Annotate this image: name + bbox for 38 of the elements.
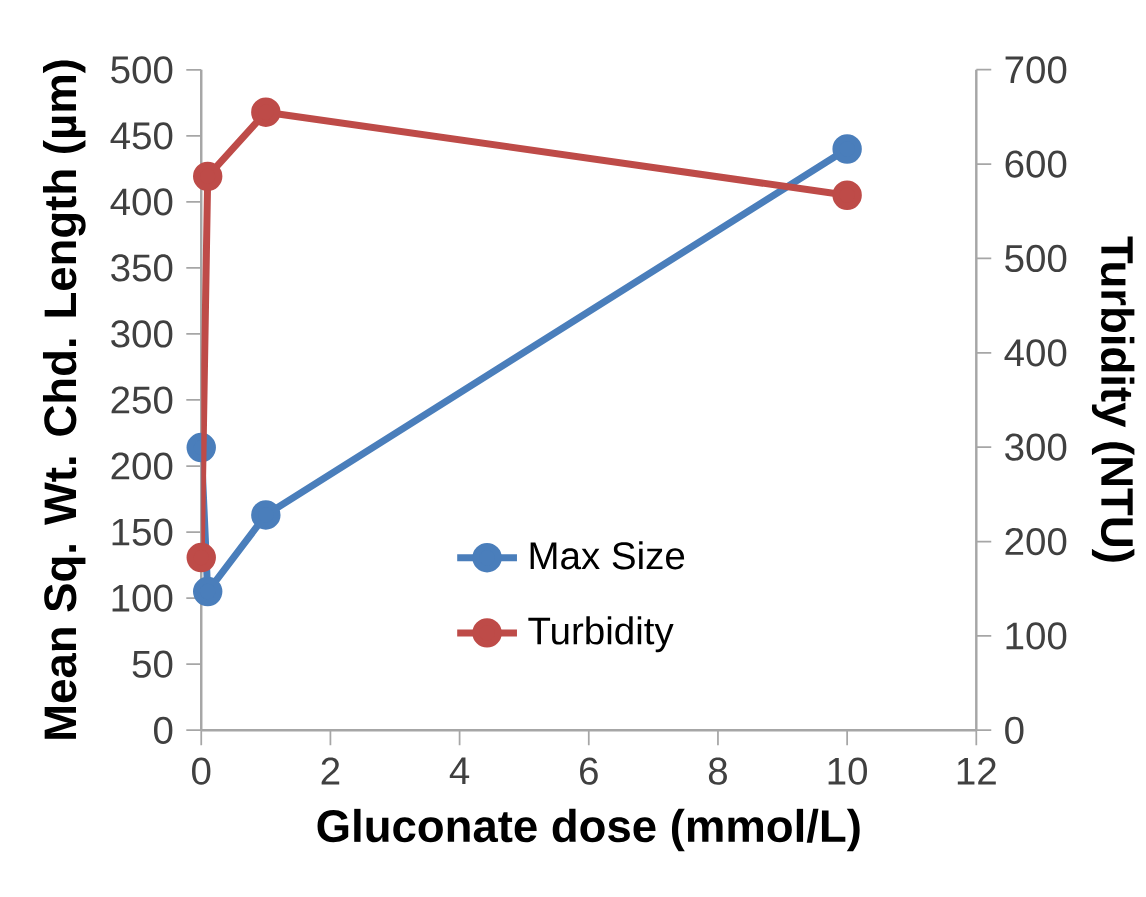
y2-axis-title: Turbidity (NTU) xyxy=(1091,236,1135,562)
y2-tick-label: 600 xyxy=(1005,150,1067,178)
y2-tick-label: 200 xyxy=(1005,528,1067,556)
y-tick-label: 150 xyxy=(112,518,173,546)
x-axis-title: Gluconate dose (mmol/L) xyxy=(317,809,860,852)
y-tick-label: 450 xyxy=(110,122,173,150)
x-tick-label: 0 xyxy=(192,757,211,786)
x-tick-label: 12 xyxy=(957,757,996,785)
y2-tick-label: 300 xyxy=(1005,433,1067,461)
x-tick-label: 10 xyxy=(828,757,867,786)
legend-label: Turbidity xyxy=(528,616,674,653)
y-tick-label: 300 xyxy=(111,320,173,348)
y2-tick-label: 400 xyxy=(1004,339,1067,367)
y-tick-label: 250 xyxy=(111,386,173,414)
y-tick-label: 50 xyxy=(132,650,173,679)
y-tick-label: 0 xyxy=(153,716,173,745)
x-tick-label: 2 xyxy=(321,757,340,785)
x-tick-label: 8 xyxy=(708,757,727,786)
x-tick-label: 6 xyxy=(580,757,598,786)
point xyxy=(832,180,862,211)
y2-tick-label: 500 xyxy=(1005,245,1067,273)
point xyxy=(193,161,223,192)
y-tick-label: 100 xyxy=(112,584,173,612)
y2-tick-label: 100 xyxy=(1006,622,1067,650)
point xyxy=(251,500,281,530)
y-tick-label: 400 xyxy=(110,188,173,216)
point xyxy=(193,577,223,607)
y-tick-label: 350 xyxy=(111,254,173,282)
legend-label: Max Size xyxy=(530,541,685,570)
point xyxy=(186,543,216,573)
y-axis-title: Mean Sq. Wt. Chd. Length (µm) xyxy=(42,60,86,739)
point xyxy=(251,97,281,128)
y2-tick-label: 700 xyxy=(1005,56,1067,84)
y-tick-label: 500 xyxy=(111,56,173,84)
point xyxy=(832,134,862,164)
y-tick-label: 200 xyxy=(111,452,173,480)
y2-tick-label: 0 xyxy=(1005,716,1024,745)
x-tick-label: 4 xyxy=(449,757,470,785)
